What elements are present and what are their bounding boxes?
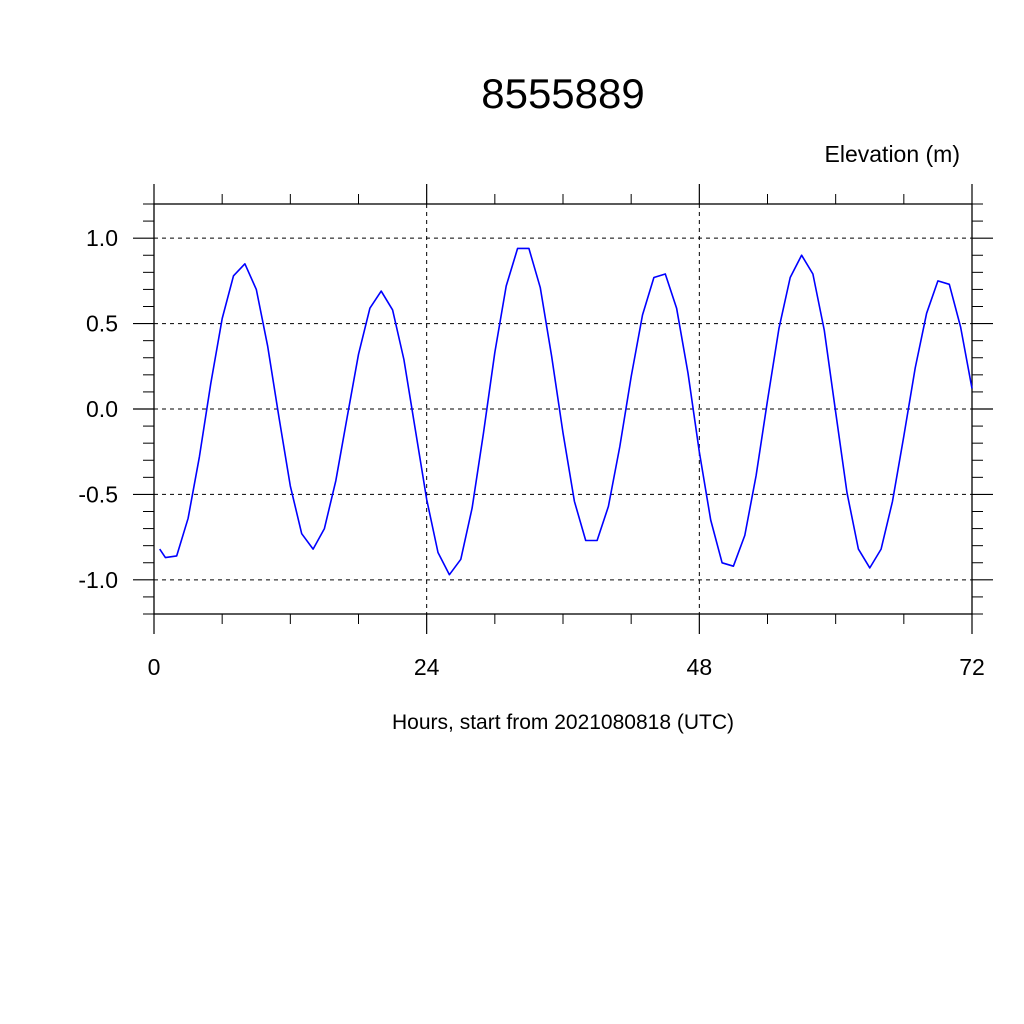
- chart-title: 8555889: [481, 70, 645, 117]
- plot-frame: [153, 203, 973, 615]
- y-axis-label: Elevation (m): [825, 141, 960, 167]
- y-tick-label: 0.5: [86, 311, 118, 337]
- y-tick-label: 1.0: [86, 225, 118, 251]
- x-tick-label: 24: [414, 654, 440, 680]
- y-tick-label: 0.0: [86, 396, 118, 422]
- x-tick-label: 48: [687, 654, 713, 680]
- y-tick-label: -1.0: [78, 567, 118, 593]
- grid: [154, 204, 972, 614]
- series-line-elevation: [159, 247, 973, 576]
- y-tick-label: -0.5: [78, 481, 118, 507]
- x-tick-label: 0: [148, 654, 161, 680]
- tick-labels: 1.0 0.5 0.0 -0.5 -1.0 0 24 48 72: [78, 225, 984, 680]
- axis-ticks: [133, 184, 993, 634]
- x-axis-label: Hours, start from 2021080818 (UTC): [392, 711, 734, 734]
- x-tick-label: 72: [959, 654, 985, 680]
